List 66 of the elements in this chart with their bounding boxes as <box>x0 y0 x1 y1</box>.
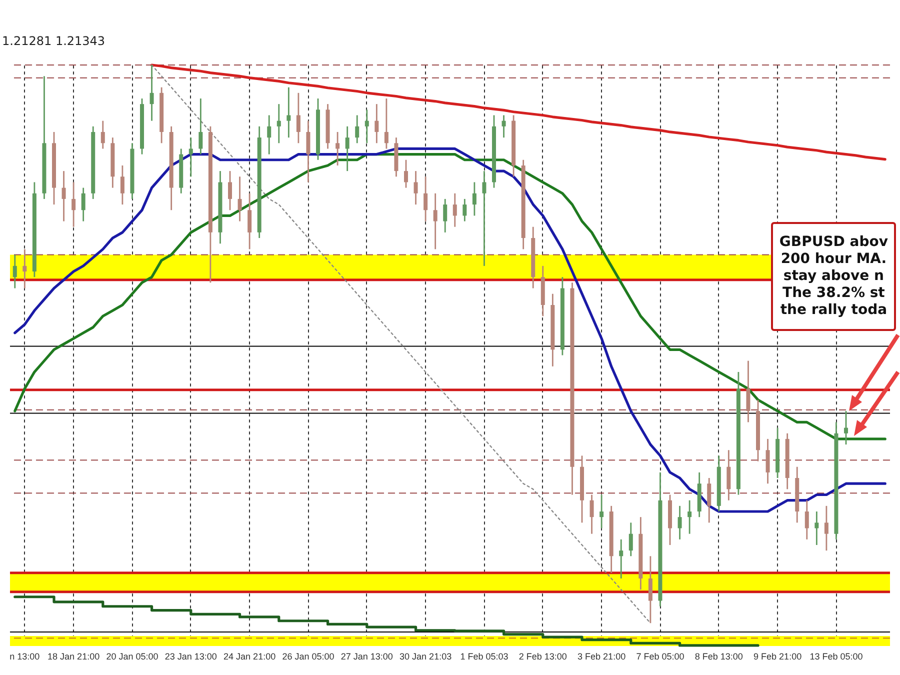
candlestick <box>688 500 692 535</box>
x-tick-label: 20 Jan 05:00 <box>106 652 158 662</box>
candlestick <box>22 248 27 289</box>
candlestick <box>746 360 750 423</box>
candlestick <box>267 114 272 155</box>
candlestick <box>482 170 486 267</box>
x-tick-label: n 13:00 <box>10 652 40 662</box>
candlestick <box>814 510 819 546</box>
candlestick <box>286 86 291 138</box>
candlestick <box>188 136 193 178</box>
x-tick-label: 2 Feb 13:00 <box>518 652 567 662</box>
candlestick <box>364 108 369 144</box>
candlestick <box>414 170 418 206</box>
candlestick <box>443 198 448 234</box>
x-tick-label: 27 Jan 13:00 <box>340 652 393 662</box>
x-tick-label: 7 Feb 05:00 <box>636 652 684 662</box>
candlestick <box>707 477 712 524</box>
candlestick <box>433 192 438 250</box>
x-tick-label: 18 Jan 21:00 <box>48 652 100 662</box>
candlestick <box>150 64 154 122</box>
candlestick <box>619 538 624 580</box>
candlestick <box>462 198 467 222</box>
candlestick <box>384 98 388 150</box>
candlestick <box>590 494 594 535</box>
candlestick <box>804 500 809 540</box>
candlestick <box>678 505 682 540</box>
candlestick <box>648 555 652 624</box>
x-tick-label: 13 Feb 05:00 <box>810 652 863 662</box>
candlestick <box>628 522 633 557</box>
x-tick-label: 1 Feb 05:03 <box>460 652 508 662</box>
x-tick-label: 9 Feb 21:00 <box>754 652 802 662</box>
candlestick <box>228 170 232 211</box>
annotation: GBPUSD abov 200 hour MA. stay above n The 38.2% st the rally toda <box>771 222 896 331</box>
x-tick-label: 30 Jan 21:03 <box>400 652 452 662</box>
x-tick-label: 8 Feb 13:00 <box>694 652 743 662</box>
candlestick <box>336 131 340 166</box>
candlestick <box>238 176 242 222</box>
candlestick <box>424 176 428 222</box>
candlestick <box>824 505 828 552</box>
candlestick <box>452 192 457 228</box>
candlestick <box>844 410 848 446</box>
candlestick <box>12 254 17 289</box>
candlestick <box>248 192 252 250</box>
candlestick <box>355 114 360 144</box>
candlestick <box>404 159 408 188</box>
candlestick <box>306 120 310 183</box>
text: 1.21281 1.21343 <box>2 34 106 48</box>
candlestick <box>600 494 604 529</box>
candlestick <box>374 103 379 144</box>
x-tick-label: 26 Jan 05:00 <box>282 652 334 662</box>
x-tick-label: 3 Feb 21:00 <box>578 652 626 662</box>
candlestick <box>502 114 506 138</box>
x-tick-label: 23 Jan 13:00 <box>164 652 217 662</box>
candlestick <box>472 182 476 216</box>
candlestick <box>120 164 124 206</box>
candlestick <box>100 120 105 150</box>
candlestick <box>72 182 76 228</box>
candlestick <box>766 438 770 484</box>
candlestick <box>726 449 731 502</box>
candlestick <box>276 103 281 144</box>
candlestick <box>296 92 300 144</box>
candlestick <box>62 170 66 222</box>
x-tick-label: 24 Jan 21:00 <box>224 652 276 662</box>
candlestick <box>345 126 350 172</box>
candlestick <box>198 98 203 155</box>
candlestick <box>81 187 86 222</box>
